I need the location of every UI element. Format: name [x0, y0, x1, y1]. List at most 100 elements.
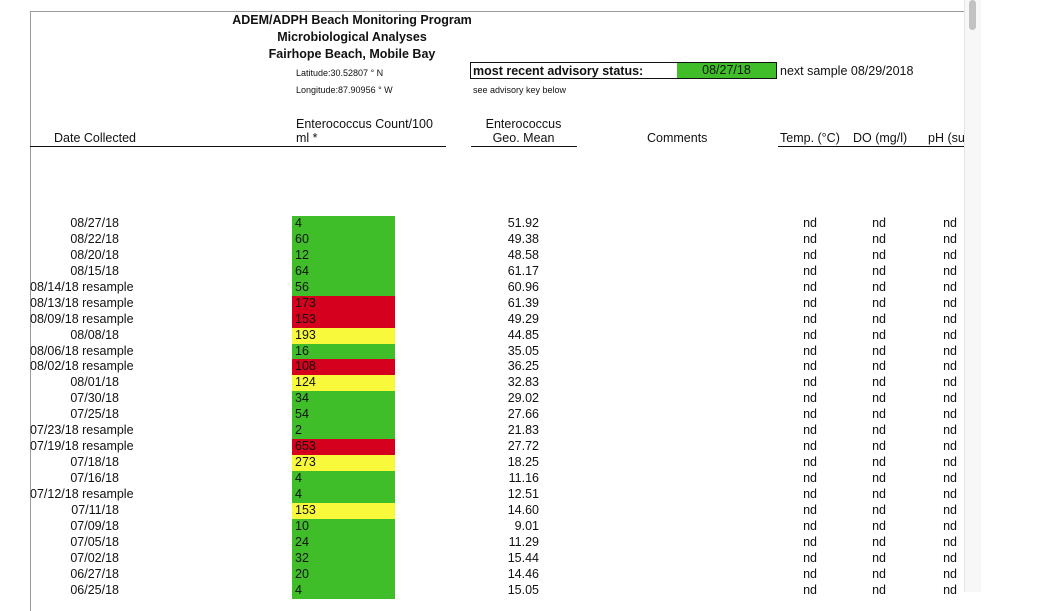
geo-mean-cell: 21.83	[507, 423, 539, 438]
do-cell: nd	[872, 231, 886, 246]
count-cell: 4	[292, 216, 395, 232]
ph-cell: nd	[943, 263, 957, 278]
do-cell: nd	[872, 407, 886, 422]
do-cell: nd	[872, 566, 886, 581]
header-underline-geo	[471, 146, 577, 147]
geo-mean-cell: 32.83	[507, 375, 539, 390]
date-cell: 08/02/18 resample	[30, 359, 134, 374]
count-cell: 34	[292, 391, 395, 408]
date-cell: 07/18/18	[70, 455, 119, 470]
temp-cell: nd	[803, 295, 817, 310]
count-cell: 4	[292, 582, 395, 599]
table-row: 08/15/18 64 61.17 nd nd nd	[0, 263, 1039, 280]
geo-mean-cell: 35.05	[507, 343, 539, 358]
do-cell: nd	[872, 582, 886, 597]
col-header-ph: pH (su	[928, 131, 965, 145]
temp-cell: nd	[803, 407, 817, 422]
latitude-text: Latitude:30.52807 ° N	[296, 68, 384, 78]
sheet-left-border	[30, 11, 31, 611]
count-cell: 12	[292, 247, 395, 264]
vertical-scrollbar[interactable]	[964, 0, 981, 592]
date-cell: 08/15/18	[70, 263, 119, 278]
temp-cell: nd	[803, 279, 817, 294]
count-cell: 64	[292, 263, 395, 280]
col-header-comments: Comments	[647, 131, 708, 145]
date-cell: 07/11/18	[71, 502, 119, 517]
col-header-count-line1: Enterococcus Count/100	[296, 117, 433, 131]
date-cell: 08/08/18	[70, 327, 119, 342]
do-cell: nd	[872, 391, 886, 406]
temp-cell: nd	[803, 311, 817, 326]
scrollbar-thumb[interactable]	[969, 0, 976, 30]
ph-cell: nd	[943, 295, 957, 310]
temp-cell: nd	[803, 343, 817, 358]
ph-cell: nd	[943, 423, 957, 438]
ph-cell: nd	[943, 407, 957, 422]
table-row: 07/02/18 32 15.44 nd nd nd	[0, 550, 1039, 567]
count-cell: 56	[292, 279, 395, 296]
date-cell: 06/27/18	[70, 566, 119, 581]
col-header-count-line2: ml *	[296, 131, 318, 145]
count-cell: 153	[292, 311, 395, 328]
date-cell: 07/16/18	[70, 471, 119, 485]
date-cell: 07/25/18	[70, 407, 119, 422]
table-row: 08/27/18 4 51.92 nd nd nd	[0, 216, 1039, 232]
geo-mean-cell: 12.51	[507, 486, 539, 501]
temp-cell: nd	[803, 327, 817, 342]
table-row: 07/25/18 54 27.66 nd nd nd	[0, 407, 1039, 424]
date-cell: 07/02/18	[70, 550, 119, 565]
do-cell: nd	[872, 534, 886, 549]
table-row: 08/08/18 193 44.85 nd nd nd	[0, 327, 1039, 344]
header-underline-right	[778, 146, 964, 147]
temp-cell: nd	[803, 247, 817, 262]
temp-cell: nd	[803, 439, 817, 454]
temp-cell: nd	[803, 391, 817, 406]
geo-mean-cell: 27.72	[507, 439, 539, 454]
ph-cell: nd	[943, 534, 957, 549]
count-cell: 4	[292, 471, 395, 487]
count-cell: 20	[292, 566, 395, 583]
do-cell: nd	[872, 423, 886, 438]
table-row: 07/05/18 24 11.29 nd nd nd	[0, 534, 1039, 551]
count-cell: 193	[292, 327, 395, 344]
report-location: Fairhope Beach, Mobile Bay	[268, 47, 436, 61]
ph-cell: nd	[943, 391, 957, 406]
do-cell: nd	[872, 375, 886, 390]
col-header-temp: Temp. (°C)	[780, 131, 840, 145]
geo-mean-cell: 49.29	[507, 311, 539, 326]
table-row: 08/06/18 resample 16 35.05 nd nd nd	[0, 343, 1039, 360]
table-row: 07/23/18 resample 2 21.83 nd nd nd	[0, 423, 1039, 440]
date-cell: 08/09/18 resample	[30, 311, 134, 326]
date-cell: 08/22/18	[70, 231, 119, 246]
ph-cell: nd	[943, 550, 957, 565]
geo-mean-cell: 18.25	[507, 455, 539, 470]
count-cell: 173	[292, 295, 395, 312]
ph-cell: nd	[943, 279, 957, 294]
do-cell: nd	[872, 311, 886, 326]
geo-mean-cell: 51.92	[507, 216, 539, 230]
ph-cell: nd	[943, 311, 957, 326]
geo-mean-cell: 36.25	[507, 359, 539, 374]
table-row: 08/20/18 12 48.58 nd nd nd	[0, 247, 1039, 264]
temp-cell: nd	[803, 582, 817, 597]
ph-cell: nd	[943, 486, 957, 501]
longitude-text: Longitude:87.90956 ° W	[296, 85, 393, 95]
table-row: 07/19/18 resample 653 27.72 nd nd nd	[0, 439, 1039, 456]
date-cell: 08/27/18	[70, 216, 119, 230]
count-cell: 4	[292, 486, 395, 503]
advisory-status-label: most recent advisory status:	[473, 64, 644, 78]
ph-cell: nd	[943, 375, 957, 390]
ph-cell: nd	[943, 518, 957, 533]
do-cell: nd	[872, 295, 886, 310]
temp-cell: nd	[803, 423, 817, 438]
count-cell: 153	[292, 502, 395, 519]
temp-cell: nd	[803, 359, 817, 374]
temp-cell: nd	[803, 263, 817, 278]
do-cell: nd	[872, 359, 886, 374]
table-row: 06/25/18 4 15.05 nd nd nd	[0, 582, 1039, 599]
table-row: 08/09/18 resample 153 49.29 nd nd nd	[0, 311, 1039, 328]
next-sample-text: next sample 08/29/2018	[780, 64, 914, 78]
date-cell: 08/01/18	[70, 375, 119, 390]
temp-cell: nd	[803, 486, 817, 501]
ph-cell: nd	[943, 359, 957, 374]
